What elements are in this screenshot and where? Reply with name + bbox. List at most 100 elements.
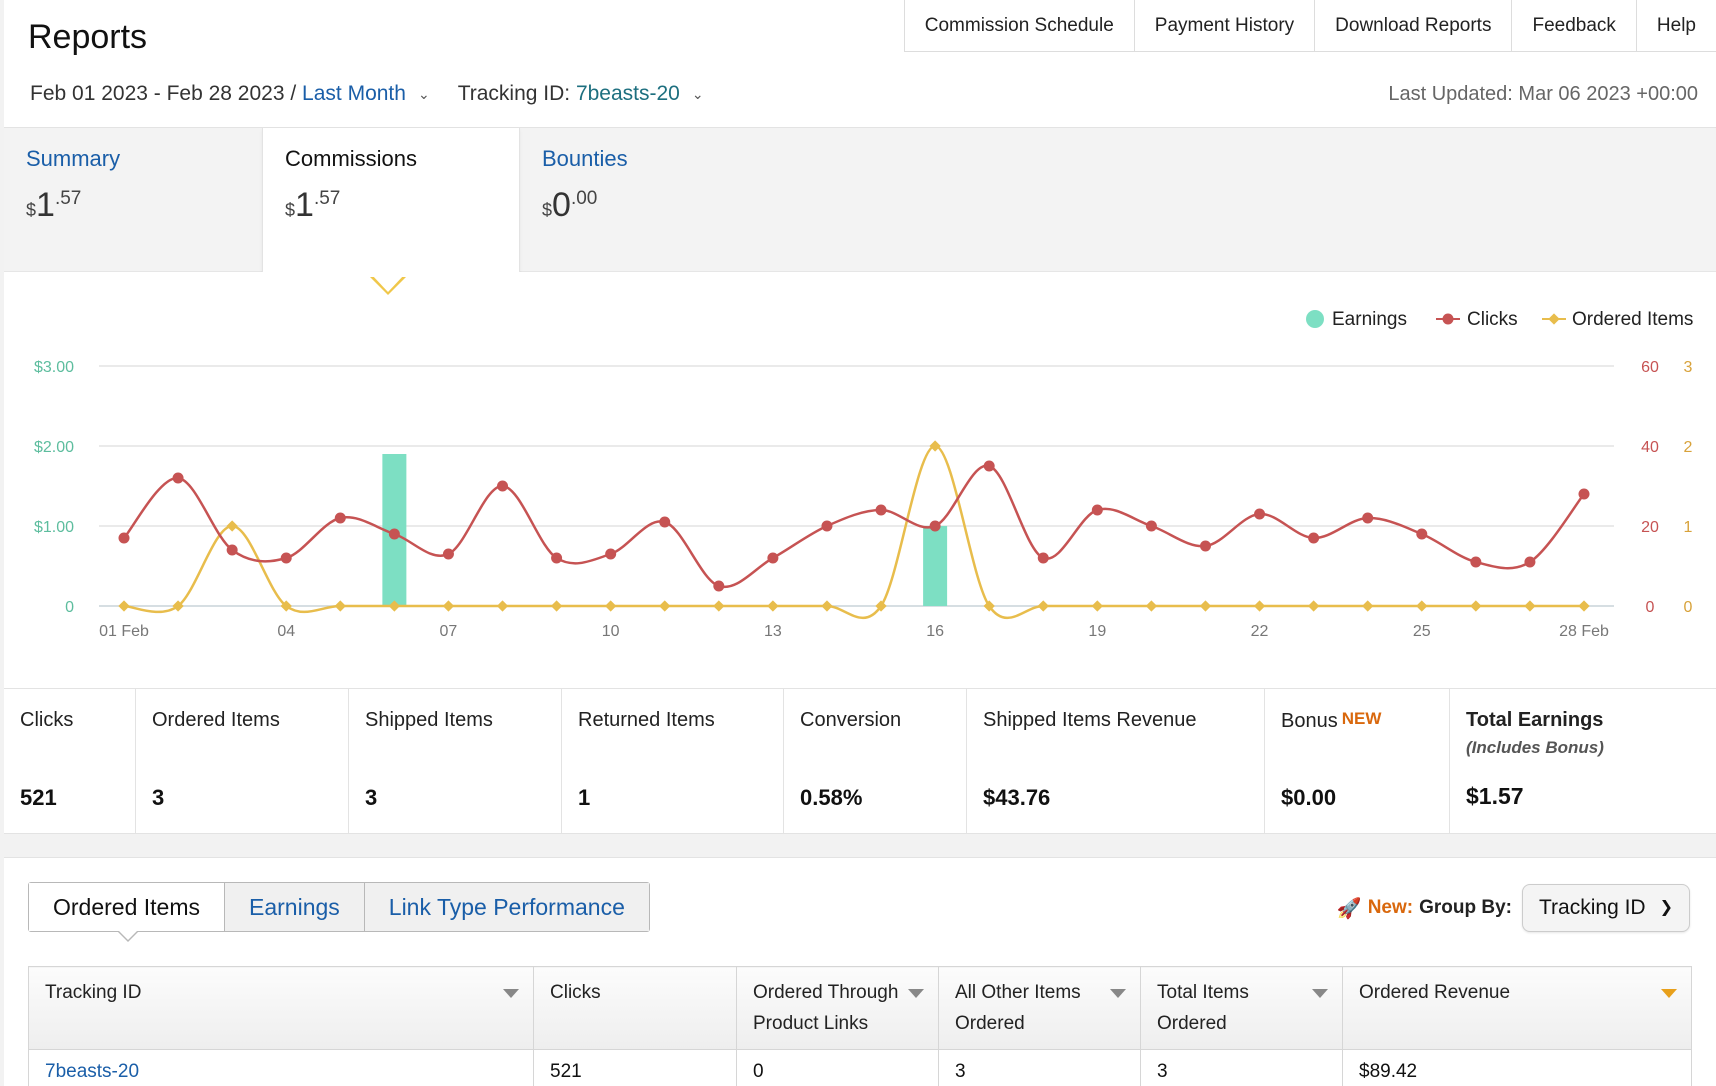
ordered-items-point: [875, 600, 887, 612]
earnings-chart: 0 $1.00 $2.00 $3.00 0 20 40 60 0 1 2 3 01 Feb 04 07 10 1…: [34, 309, 1693, 640]
ordered-axis-tick: 1: [1684, 519, 1693, 536]
commission-schedule-link[interactable]: Commission Schedule: [905, 0, 1135, 51]
tab-bounties[interactable]: Bounties $0.00: [520, 128, 778, 272]
clicks-point: [713, 580, 725, 592]
tab-label: Commissions: [285, 146, 418, 171]
ordered-items-point: [334, 600, 346, 612]
ordered-items-point: [1307, 600, 1320, 612]
table-row: 7beasts-20 521 0 3 3 $89.42: [28, 1049, 1692, 1086]
legend-ordered-marker: [1548, 313, 1560, 325]
clicks-point: [1524, 556, 1536, 568]
ordered-items-point: [821, 600, 833, 612]
ordered-items-point: [983, 600, 995, 612]
x-axis-tick: 28 Feb: [1559, 623, 1609, 640]
tab-earnings[interactable]: Earnings: [225, 883, 365, 931]
group-by: 🚀 New: Group By: Tracking ID ❯: [1337, 884, 1690, 932]
clicks-point: [442, 548, 454, 560]
column-header-ordered-through-links[interactable]: Ordered Through Product Links: [736, 966, 939, 1050]
x-axis-tick: 22: [1251, 623, 1269, 640]
clicks-point: [226, 544, 238, 556]
feedback-link[interactable]: Feedback: [1512, 0, 1637, 51]
tracking-id-dropdown[interactable]: 7beasts-20: [575, 82, 680, 105]
clicks-point: [875, 504, 887, 516]
help-link[interactable]: Help: [1656, 15, 1696, 36]
clicks-point: [388, 528, 400, 540]
ordered-items-point: [496, 600, 509, 612]
clicks-point: [334, 512, 346, 524]
sort-icon[interactable]: [503, 989, 519, 998]
period-dropdown[interactable]: Last Month: [302, 82, 406, 105]
report-table-section: Ordered Items Earnings Link Type Perform…: [4, 857, 1716, 1086]
table-cell: 3: [938, 1049, 1141, 1086]
ordered-axis-tick: 0: [1684, 599, 1693, 616]
ordered-items-point: [1037, 600, 1049, 612]
column-header-clicks[interactable]: Clicks: [533, 966, 737, 1050]
clicks-point: [1145, 520, 1157, 532]
tab-amount: $0.00: [542, 186, 598, 224]
ordered-items-point: [1524, 600, 1536, 612]
chevron-down-icon[interactable]: ⌄: [691, 85, 704, 102]
clicks-point: [172, 472, 184, 484]
last-updated: Last Updated: Mar 06 2023 +00:00: [1388, 83, 1698, 105]
ordered-items-point: [118, 600, 130, 612]
stat-total-earnings: Total Earnings (Includes Bonus) $1.57: [1466, 709, 1604, 809]
download-reports-link[interactable]: Download Reports: [1315, 0, 1513, 51]
sort-icon[interactable]: [1110, 989, 1126, 998]
clicks-point: [551, 552, 563, 564]
ordered-items-point: [1091, 600, 1103, 612]
table-cell: 3: [1140, 1049, 1343, 1086]
tab-link-type-performance[interactable]: Link Type Performance: [364, 883, 649, 931]
group-by-select[interactable]: Tracking ID ❯: [1522, 884, 1690, 932]
tab-ordered-items[interactable]: Ordered Items: [29, 883, 225, 931]
ordered-items-point: [442, 600, 455, 612]
payment-history-link[interactable]: Payment History: [1135, 0, 1316, 51]
clicks-axis-tick: 20: [1641, 519, 1659, 536]
legend-clicks-marker: [1442, 313, 1454, 325]
sort-icon[interactable]: [1661, 989, 1677, 998]
stat-ordered-items: Ordered Items 3: [136, 689, 349, 833]
ordered-items-point: [713, 600, 725, 612]
clicks-point: [659, 516, 671, 528]
sort-icon[interactable]: [1312, 989, 1328, 998]
clicks-axis-tick: 0: [1646, 599, 1655, 616]
ordered-items-point: [929, 440, 941, 452]
clicks-point: [821, 520, 833, 532]
clicks-point: [929, 520, 941, 532]
tab-summary[interactable]: Summary $1.57: [4, 128, 262, 272]
ordered-items-point: [767, 600, 779, 612]
clicks-point: [280, 552, 292, 564]
tracking-id-link[interactable]: 7beasts-20: [28, 1049, 534, 1086]
ordered-items-point: [1416, 600, 1428, 612]
x-axis-tick: 01 Feb: [99, 623, 149, 640]
ordered-items-point: [550, 600, 563, 612]
tab-label: Summary: [26, 146, 121, 171]
filter-row: Feb 01 2023 - Feb 28 2023 / Last Month ⌄…: [30, 82, 732, 106]
column-header-ordered-revenue[interactable]: Ordered Revenue: [1342, 966, 1692, 1050]
x-axis-tick: 25: [1413, 623, 1431, 640]
earnings-bar: [923, 526, 948, 606]
tab-label: Bounties: [542, 146, 628, 171]
clicks-point: [767, 552, 779, 564]
ordered-items-point: [388, 600, 401, 612]
clicks-point: [1470, 556, 1482, 568]
clicks-point: [983, 460, 995, 472]
column-header-total-items[interactable]: Total Items Ordered: [1140, 966, 1343, 1050]
stat-returned-items: Returned Items 1: [562, 689, 784, 833]
ordered-items-point: [172, 600, 184, 612]
ordered-items-point: [1253, 600, 1266, 612]
tab-commissions[interactable]: Commissions $1.57: [262, 128, 520, 278]
column-header-tracking-id[interactable]: Tracking ID: [28, 966, 534, 1050]
stat-conversion: Conversion 0.58%: [784, 689, 967, 833]
earnings-axis-tick: $2.00: [34, 439, 74, 456]
clicks-point: [605, 548, 617, 560]
column-header-all-other-items[interactable]: All Other Items Ordered: [938, 966, 1141, 1050]
ordered-axis-tick: 3: [1684, 359, 1693, 376]
active-tab-pointer: [118, 931, 138, 942]
stat-bonus: Bonus NEW $0.00: [1265, 689, 1450, 833]
table-cell: $89.42: [1342, 1049, 1692, 1086]
x-axis-tick: 07: [440, 623, 458, 640]
clicks-point: [1199, 540, 1211, 552]
sort-icon[interactable]: [908, 989, 924, 998]
chevron-down-icon[interactable]: ⌄: [417, 85, 430, 102]
metric-tabs: Summary $1.57 Commissions $1.57 Bounties…: [4, 128, 1716, 278]
